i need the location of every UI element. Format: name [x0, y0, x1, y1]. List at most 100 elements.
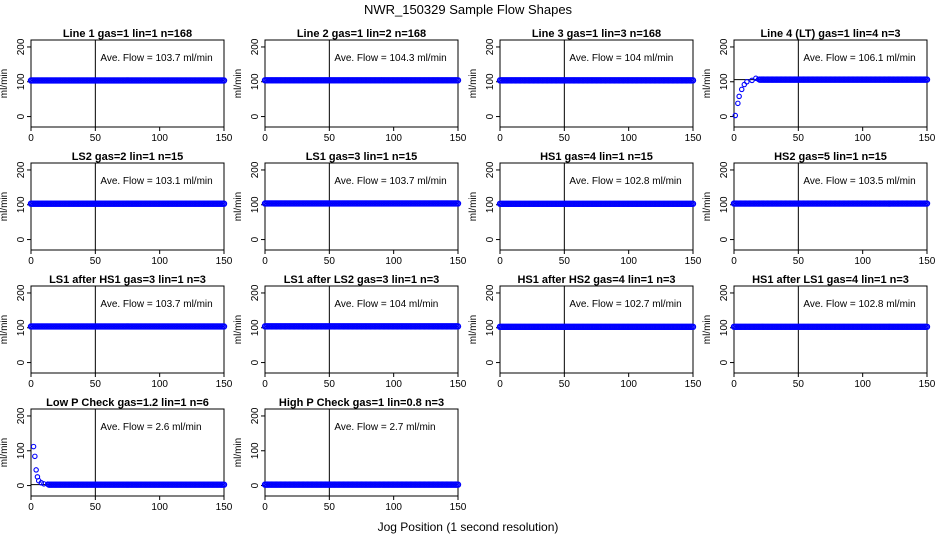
panel-8: HS2 gas=5 lin=1 n=15 0 50 100 150 0 100 200 ml/m…	[702, 151, 936, 267]
y-tick-label: 100	[250, 196, 261, 213]
x-tick-label: 0	[262, 379, 268, 390]
panels: Line 1 gas=1 lin=1 n=168 0 50 100 150 0 100 200…	[0, 28, 936, 513]
data-point	[732, 112, 739, 119]
x-tick-label: 100	[385, 502, 402, 513]
ave-flow-annotation: Ave. Flow = 104.3 ml/min	[334, 53, 446, 64]
panel-4: Line 4 (LT) gas=1 lin=4 n=3 0 50 100 150 0 100…	[702, 28, 936, 144]
y-tick-label: 0	[719, 113, 730, 119]
data-point	[33, 467, 39, 473]
y-tick-label: 0	[16, 236, 27, 242]
y-tick-label: 100	[250, 73, 261, 90]
x-tick-label: 50	[90, 502, 102, 513]
x-tick-label: 150	[216, 379, 233, 390]
y-tick-label: 200	[16, 161, 27, 178]
panel-title: HS1 after HS2 gas=4 lin=1 n=3	[517, 274, 675, 286]
x-tick-label: 100	[620, 256, 637, 267]
y-axis-label: ml/min	[702, 315, 713, 344]
x-tick-label: 100	[385, 133, 402, 144]
ave-flow-annotation: Ave. Flow = 2.7 ml/min	[334, 422, 435, 433]
data-point	[735, 100, 741, 107]
y-tick-label: 0	[250, 482, 261, 488]
ave-flow-annotation: Ave. Flow = 106.1 ml/min	[803, 53, 915, 64]
panel-title: Line 1 gas=1 lin=1 n=168	[63, 28, 192, 40]
x-tick-label: 50	[324, 256, 336, 267]
y-tick-label: 0	[16, 482, 27, 488]
panel-title: HS1 gas=4 lin=1 n=15	[540, 151, 653, 163]
y-tick-label: 100	[485, 319, 496, 336]
x-tick-label: 50	[324, 379, 336, 390]
y-tick-label: 200	[250, 407, 261, 424]
data-point	[220, 200, 228, 207]
y-tick-label: 200	[719, 38, 730, 55]
panel-title: LS1 gas=3 lin=1 n=15	[306, 151, 418, 163]
x-tick-label: 150	[450, 256, 467, 267]
panel-10: LS1 after LS2 gas=3 lin=1 n=3 0 50 100 150 0 1…	[233, 274, 467, 390]
data-point	[736, 93, 742, 100]
data-points	[496, 200, 697, 207]
figure-title: NWR_150329 Sample Flow Shapes	[364, 2, 573, 17]
x-tick-label: 50	[90, 379, 102, 390]
x-tick-label: 0	[28, 502, 34, 513]
y-tick-label: 0	[719, 236, 730, 242]
y-tick-label: 200	[485, 284, 496, 301]
x-tick-label: 0	[262, 133, 268, 144]
x-tick-label: 100	[620, 379, 637, 390]
y-axis-label: ml/min	[0, 438, 10, 467]
data-points	[261, 323, 462, 330]
y-tick-label: 200	[719, 284, 730, 301]
panel-title: LS1 after HS1 gas=3 lin=1 n=3	[49, 274, 206, 286]
x-tick-label: 100	[854, 133, 871, 144]
x-tick-label: 50	[559, 133, 571, 144]
data-point	[32, 453, 38, 460]
x-tick-label: 50	[559, 256, 571, 267]
y-tick-label: 100	[16, 196, 27, 213]
y-axis-label: ml/min	[468, 315, 479, 344]
y-tick-label: 200	[250, 38, 261, 55]
data-point	[38, 480, 45, 486]
y-tick-label: 100	[16, 73, 27, 90]
panel-9: LS1 after HS1 gas=3 lin=1 n=3 0 50 100 150 0 1…	[0, 274, 233, 390]
panel-title: HS1 after LS1 gas=4 lin=1 n=3	[752, 274, 909, 286]
x-tick-label: 0	[497, 133, 503, 144]
x-tick-label: 150	[450, 502, 467, 513]
y-axis-label: ml/min	[233, 69, 244, 98]
data-point	[923, 323, 931, 330]
x-tick-label: 150	[216, 256, 233, 267]
ave-flow-annotation: Ave. Flow = 104 ml/min	[334, 299, 438, 310]
ave-flow-annotation: Ave. Flow = 102.8 ml/min	[569, 176, 681, 187]
plot-frame	[30, 408, 225, 497]
data-points	[732, 75, 931, 119]
y-axis-label: ml/min	[0, 192, 10, 221]
panel-title: Low P Check gas=1.2 lin=1 n=6	[46, 397, 209, 409]
ave-flow-annotation: Ave. Flow = 2.6 ml/min	[100, 422, 201, 433]
panel-title: Line 3 gas=1 lin=3 n=168	[532, 28, 661, 40]
x-tick-label: 100	[151, 133, 168, 144]
y-tick-label: 200	[250, 161, 261, 178]
x-tick-label: 100	[151, 379, 168, 390]
y-tick-label: 200	[16, 407, 27, 424]
y-tick-label: 200	[719, 161, 730, 178]
panel-title: LS2 gas=2 lin=1 n=15	[72, 151, 184, 163]
panel-title: Line 2 gas=1 lin=2 n=168	[297, 28, 426, 40]
data-point	[30, 443, 37, 450]
data-points	[730, 200, 931, 207]
x-tick-label: 50	[793, 379, 805, 390]
y-tick-label: 0	[250, 359, 261, 365]
x-tick-label: 50	[90, 256, 102, 267]
x-tick-label: 0	[28, 133, 34, 144]
data-points	[496, 323, 697, 331]
y-tick-label: 0	[485, 236, 496, 242]
ave-flow-annotation: Ave. Flow = 103.1 ml/min	[100, 176, 212, 187]
data-point	[220, 77, 228, 84]
y-tick-label: 0	[250, 113, 261, 119]
y-tick-label: 100	[250, 442, 261, 459]
x-tick-label: 150	[919, 133, 936, 144]
data-point	[744, 79, 750, 85]
data-points	[27, 323, 228, 330]
plot-frame	[264, 408, 459, 497]
data-points	[30, 443, 228, 488]
ave-flow-annotation: Ave. Flow = 103.7 ml/min	[100, 53, 212, 64]
y-axis-label: ml/min	[468, 69, 479, 98]
y-tick-label: 100	[719, 73, 730, 90]
